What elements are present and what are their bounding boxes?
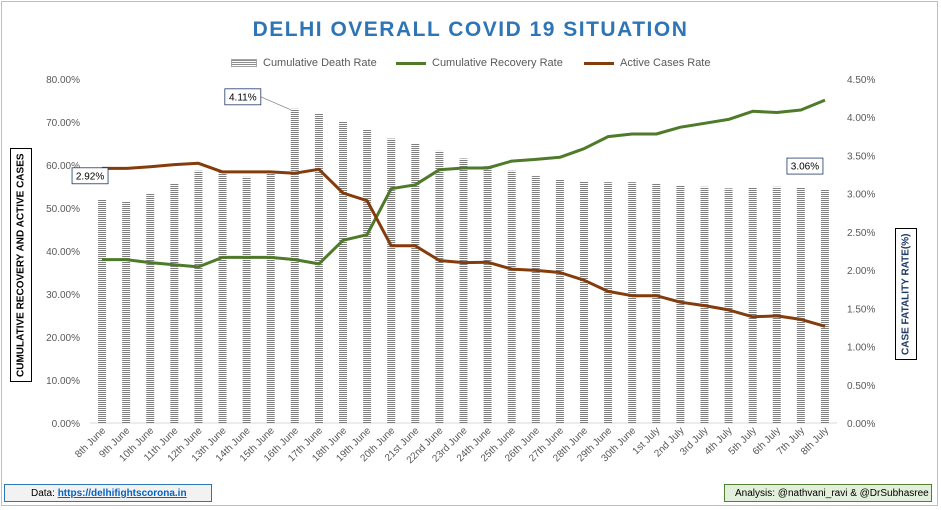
death-rate-bar	[242, 176, 251, 423]
chart-title: DELHI OVERALL COVID 19 SITUATION	[252, 18, 689, 41]
legend-item-active-rate: Active Cases Rate	[584, 57, 710, 69]
death-rate-bar	[748, 187, 757, 423]
legend-swatch-active	[584, 61, 614, 65]
left-tick-label: 10.00%	[46, 376, 80, 387]
left-axis-title: CUMULATIVE RECOVERY AND ACTIVE CASES	[10, 148, 32, 382]
death-rate-bar	[483, 166, 492, 423]
death-rate-bar	[507, 170, 516, 423]
callout-leader	[260, 96, 291, 111]
left-tick-label: 60.00%	[46, 161, 80, 172]
value-callout-box	[71, 167, 109, 185]
left-tick-label: 40.00%	[46, 247, 80, 258]
right-tick-label: 4.50%	[847, 75, 875, 86]
analysis-credit-box: Analysis: @nathvani_ravi & @DrSubhasree	[724, 484, 932, 502]
data-source-label: Data:	[31, 488, 58, 499]
legend-item-death-rate: Cumulative Death Rate	[231, 57, 377, 69]
death-rate-bar	[820, 189, 829, 423]
death-rate-bar	[459, 158, 468, 423]
chart-legend: Cumulative Death Rate Cumulative Recover…	[0, 57, 941, 73]
death-rate-bar	[411, 143, 420, 423]
death-rate-bar	[290, 108, 299, 424]
analysis-credit: Analysis: @nathvani_ravi & @DrSubhasree	[735, 488, 929, 499]
right-tick-label: 4.00%	[847, 113, 875, 124]
recovery-rate-line	[102, 98, 826, 269]
legend-swatch-recovery	[396, 61, 426, 65]
right-tick-label: 2.00%	[847, 266, 875, 277]
value-callout-label: 3.06%	[791, 162, 819, 173]
value-callout-box	[224, 88, 262, 106]
right-tick-label: 0.00%	[847, 419, 875, 430]
right-tick-label: 1.00%	[847, 343, 875, 354]
death-rate-bar	[194, 170, 203, 423]
death-rate-bar	[604, 182, 613, 423]
left-tick-label: 30.00%	[46, 290, 80, 301]
death-rate-bar	[98, 199, 107, 423]
death-rate-bar	[772, 186, 781, 423]
left-tick-label: 20.00%	[46, 333, 80, 344]
legend-label-active-rate: Active Cases Rate	[620, 57, 711, 69]
legend-swatch-bar	[231, 59, 257, 67]
left-tick-label: 70.00%	[46, 118, 80, 129]
left-tick-label: 80.00%	[46, 75, 80, 86]
death-rate-bar	[170, 183, 179, 423]
value-callout-label: 4.11%	[229, 92, 257, 103]
left-tick-label: 0.00%	[52, 419, 80, 430]
right-axis-title: CASE FATALITY RATE(%)	[895, 228, 917, 360]
death-rate-bar	[387, 138, 396, 424]
legend-item-recovery-rate: Cumulative Recovery Rate	[396, 57, 563, 69]
data-source-link[interactable]: https://delhifightscorona.in	[57, 488, 187, 499]
data-source-box: Data: https://delhifightscorona.in	[4, 484, 212, 502]
death-rate-bar	[796, 187, 805, 423]
death-rate-bar	[531, 176, 540, 423]
death-rate-bar	[435, 150, 444, 423]
death-rate-bar	[122, 201, 131, 423]
death-rate-bar	[555, 179, 564, 423]
right-tick-label: 3.00%	[847, 190, 875, 201]
value-callout-label: 2.92%	[76, 171, 104, 182]
legend-label-death-rate: Cumulative Death Rate	[263, 57, 377, 69]
death-rate-bar	[676, 185, 685, 423]
death-rate-bar	[579, 181, 588, 423]
right-tick-label: 3.50%	[847, 151, 875, 162]
death-rate-bar	[652, 183, 661, 423]
death-rate-bar	[363, 129, 372, 423]
death-rate-bar	[339, 121, 348, 424]
right-tick-label: 1.50%	[847, 304, 875, 315]
death-rate-bar	[628, 182, 637, 423]
right-tick-label: 2.50%	[847, 228, 875, 239]
active-cases-line	[102, 161, 826, 328]
legend-label-recovery-rate: Cumulative Recovery Rate	[432, 57, 563, 69]
death-rate-bar	[724, 188, 733, 423]
death-rate-bar	[266, 173, 275, 423]
right-tick-label: 0.50%	[847, 381, 875, 392]
left-tick-label: 50.00%	[46, 204, 80, 215]
death-rate-bar	[146, 193, 155, 423]
death-rate-bar	[314, 113, 323, 424]
value-callout-box	[786, 157, 824, 175]
death-rate-bar	[218, 172, 227, 423]
